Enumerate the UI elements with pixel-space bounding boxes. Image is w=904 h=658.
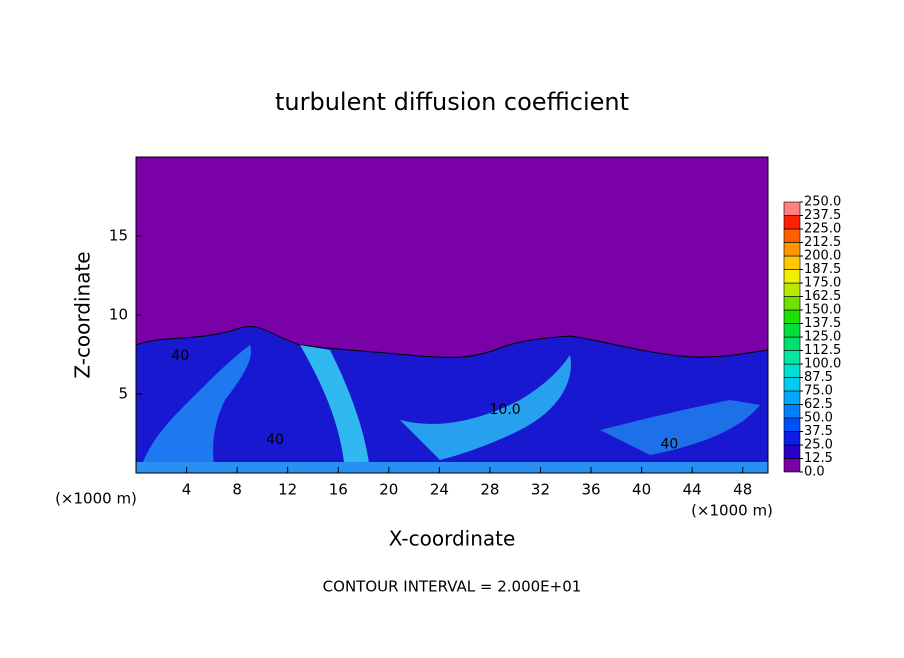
- colorbar-label: 175.0: [804, 276, 841, 291]
- x-tick-label: 24: [430, 481, 449, 499]
- contour-label: 40: [266, 432, 284, 448]
- colorbar-swatch: [783, 458, 801, 473]
- field-region: [300, 345, 370, 470]
- colorbar-label: 237.5: [804, 208, 841, 223]
- colorbar-swatch: [783, 282, 801, 297]
- field: [135, 156, 769, 474]
- colorbar-label: 12.5: [804, 451, 833, 466]
- colorbar-label: 200.0: [804, 249, 841, 264]
- colorbar-label: 50.0: [804, 411, 833, 426]
- colorbar-swatch: [783, 296, 801, 311]
- colorbar-label: 212.5: [804, 235, 841, 250]
- colorbar-swatch: [783, 242, 801, 257]
- x-tick-label: 28: [480, 481, 499, 499]
- colorbar-swatch: [783, 323, 801, 338]
- contour-label: 40: [660, 437, 678, 453]
- colorbar-label: 150.0: [804, 303, 841, 318]
- field-region: [140, 345, 251, 470]
- y-tick-label: 10: [109, 306, 128, 324]
- contour-label: 40: [171, 348, 189, 364]
- chart-title: turbulent diffusion coefficient: [275, 88, 629, 116]
- x-unit-label: (×1000 m): [55, 490, 137, 508]
- colorbar-swatch: [783, 444, 801, 459]
- colorbar-swatch: [783, 377, 801, 392]
- colorbar-label: 187.5: [804, 262, 841, 277]
- field-region: [600, 400, 760, 455]
- colorbar-swatch: [783, 269, 801, 284]
- x-axis-label: X-coordinate: [389, 527, 516, 551]
- colorbar-swatch: [783, 363, 801, 378]
- colorbar-swatch: [783, 309, 801, 324]
- x-tick-label: 32: [531, 481, 550, 499]
- x-tick-label: 20: [379, 481, 398, 499]
- field-region: [136, 462, 768, 473]
- colorbar-label: 62.5: [804, 397, 833, 412]
- y-tick-label: 15: [109, 227, 128, 245]
- colorbar-swatch: [783, 350, 801, 365]
- colorbar-swatch: [783, 431, 801, 446]
- x-tick-label: 36: [581, 481, 600, 499]
- field-region: [135, 326, 769, 474]
- x-tick-label: 48: [733, 481, 752, 499]
- x-tick-label: 8: [232, 481, 242, 499]
- footer-note: CONTOUR INTERVAL = 2.000E+01: [323, 578, 582, 596]
- x-unit-label: (×1000 m): [691, 502, 773, 520]
- colorbar-label: 112.5: [804, 343, 841, 358]
- colorbar-swatch: [783, 336, 801, 351]
- colorbar-label: 125.0: [804, 330, 841, 345]
- colorbar-swatch: [783, 228, 801, 243]
- colorbar-label: 162.5: [804, 289, 841, 304]
- colorbar-swatch: [783, 215, 801, 230]
- contour-label: 10.0: [490, 402, 521, 418]
- colorbar-label: 75.0: [804, 384, 833, 399]
- colorbar-label: 0.0: [804, 465, 825, 480]
- x-tick-label: 40: [632, 481, 651, 499]
- colorbar-swatch: [783, 201, 801, 216]
- colorbar-swatch: [783, 404, 801, 419]
- colorbar-label: 225.0: [804, 222, 841, 237]
- colorbar-label: 87.5: [804, 370, 833, 385]
- colorbar-label: 100.0: [804, 357, 841, 372]
- x-tick-label: 44: [683, 481, 702, 499]
- colorbar-swatch: [783, 417, 801, 432]
- field-region: [400, 355, 571, 460]
- colorbar-label: 250.0: [804, 195, 841, 210]
- y-tick-label: 5: [118, 385, 128, 403]
- colorbar-swatch: [783, 390, 801, 405]
- x-tick-label: 4: [182, 481, 192, 499]
- y-axis-label: Z-coordinate: [71, 251, 95, 378]
- x-tick-label: 12: [278, 481, 297, 499]
- colorbar-label: 137.5: [804, 316, 841, 331]
- colorbar-label: 25.0: [804, 438, 833, 453]
- x-tick-label: 16: [329, 481, 348, 499]
- colorbar-swatch: [783, 255, 801, 270]
- colorbar-label: 37.5: [804, 424, 833, 439]
